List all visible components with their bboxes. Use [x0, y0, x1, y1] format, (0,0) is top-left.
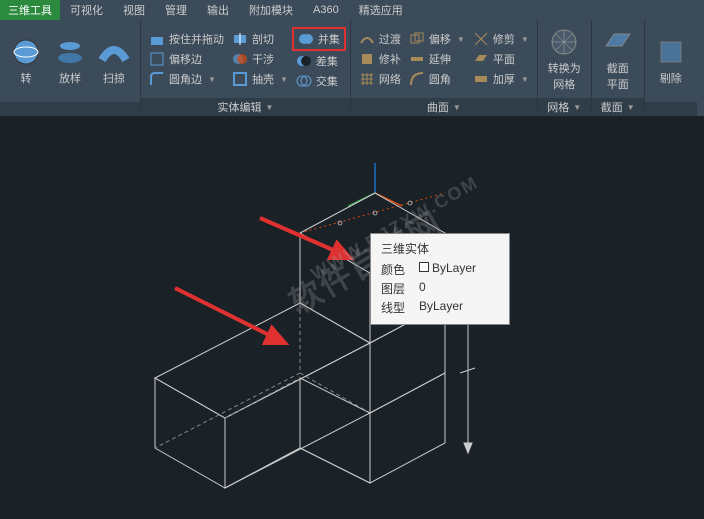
offset-button[interactable]: 偏移▼ — [405, 29, 469, 49]
subtract-icon — [296, 53, 312, 69]
chevron-down-icon: ▼ — [573, 103, 581, 112]
group-label: 截面▼ — [592, 98, 644, 116]
cull-button[interactable]: 剔除 — [649, 22, 693, 100]
offset-edge-button[interactable]: 偏移边 — [145, 49, 228, 69]
union-button[interactable]: 并集 — [292, 27, 346, 51]
extend-icon — [409, 51, 425, 67]
sweep-button[interactable]: 扫掠 — [92, 22, 136, 100]
group-label — [0, 102, 140, 116]
ribbon-group-section: 截面 平面 截面▼ — [592, 20, 645, 116]
patch-icon — [359, 51, 375, 67]
shell-icon — [232, 71, 248, 87]
presspull-icon — [149, 31, 165, 47]
union-icon — [298, 31, 314, 47]
ribbon: 转 放样 扫掠 按住并拖动 偏移边 圆角边▼ 剖切 干涉 抽壳▼ — [0, 20, 704, 117]
patch-button[interactable]: 修补 — [355, 49, 405, 69]
menu-tab[interactable]: 附加模块 — [239, 0, 303, 20]
menu-tab[interactable]: 管理 — [155, 0, 197, 20]
menu-tab[interactable]: A360 — [303, 2, 349, 18]
offset-icon — [409, 31, 425, 47]
convert-mesh-button[interactable]: 转换为 网格 — [542, 22, 587, 96]
planar-button[interactable]: 平面 — [469, 49, 533, 69]
section-plane-button[interactable]: 截面 平面 — [596, 22, 640, 96]
thicken-button[interactable]: 加厚▼ — [469, 69, 533, 89]
intersect-icon — [296, 73, 312, 89]
group-label: 网格▼ — [538, 98, 591, 116]
tooltip-color-value: ByLayer — [419, 261, 476, 278]
trim-button[interactable]: 修剪▼ — [469, 29, 533, 49]
viewport-3d[interactable]: 软件自学网 WWW.RJZXW.COM 三维实体 颜色 ByLayer 图层 0… — [0, 118, 704, 519]
fillet-edge-icon — [149, 71, 165, 87]
group-label — [645, 102, 697, 116]
annotation-arrow — [260, 218, 350, 258]
ribbon-group-cull: 剔除 — [645, 20, 697, 116]
thicken-icon — [473, 71, 489, 87]
tooltip-title: 三维实体 — [381, 240, 499, 257]
menu-tab-active[interactable]: 三维工具 — [0, 0, 60, 20]
offset-edge-icon — [149, 51, 165, 67]
menu-tab[interactable]: 精选应用 — [349, 0, 413, 20]
planar-icon — [473, 51, 489, 67]
interfere-button[interactable]: 干涉 — [228, 49, 292, 69]
tooltip-color-label: 颜色 — [381, 261, 411, 278]
ribbon-group-modeling: 转 放样 扫掠 — [0, 20, 141, 116]
fillet-edge-button[interactable]: 圆角边▼ — [145, 69, 228, 89]
tooltip-layer-value: 0 — [419, 280, 426, 297]
slice-icon — [232, 31, 248, 47]
menu-tab[interactable]: 输出 — [197, 0, 239, 20]
chevron-down-icon: ▼ — [453, 103, 461, 112]
chevron-down-icon: ▼ — [208, 75, 216, 84]
revolve-icon — [10, 36, 42, 68]
blend-button[interactable]: 过渡 — [355, 29, 405, 49]
sweep-icon — [98, 36, 130, 68]
ribbon-group-mesh: 转换为 网格 网格▼ — [538, 20, 592, 116]
menu-tab[interactable]: 视图 — [113, 0, 155, 20]
tooltip-linetype-label: 线型 — [381, 299, 411, 316]
extend-button[interactable]: 延伸 — [405, 49, 469, 69]
interfere-icon — [232, 51, 248, 67]
presspull-button[interactable]: 按住并拖动 — [145, 29, 228, 49]
chevron-down-icon: ▼ — [457, 35, 465, 44]
chevron-down-icon: ▼ — [627, 103, 635, 112]
group-label: 曲面▼ — [351, 98, 537, 116]
slice-button[interactable]: 剖切 — [228, 29, 292, 49]
menu-tab[interactable]: 可视化 — [60, 0, 113, 20]
mesh-icon — [548, 26, 580, 58]
fillet-icon — [409, 71, 425, 87]
cull-icon — [655, 36, 687, 68]
chevron-down-icon: ▼ — [280, 75, 288, 84]
tooltip-linetype-value: ByLayer — [419, 299, 463, 316]
section-icon — [602, 26, 634, 58]
revolve-button[interactable]: 转 — [4, 22, 48, 100]
chevron-down-icon: ▼ — [521, 75, 529, 84]
ucs-icon — [348, 163, 402, 206]
tooltip-layer-label: 图层 — [381, 280, 411, 297]
ribbon-group-solid-edit: 按住并拖动 偏移边 圆角边▼ 剖切 干涉 抽壳▼ 并集 差集 交集 实体编辑▼ — [141, 20, 351, 116]
chevron-down-icon: ▼ — [266, 103, 274, 112]
network-button[interactable]: 网络 — [355, 69, 405, 89]
color-swatch — [419, 262, 429, 272]
menu-bar: 三维工具 可视化 视图 管理 输出 附加模块 A360 精选应用 — [0, 0, 704, 20]
fillet-button[interactable]: 圆角 — [405, 69, 469, 89]
chevron-down-icon: ▼ — [521, 35, 529, 44]
group-label: 实体编辑▼ — [141, 98, 350, 116]
annotation-arrow — [175, 288, 285, 343]
properties-tooltip: 三维实体 颜色 ByLayer 图层 0 线型 ByLayer — [370, 233, 510, 325]
subtract-button[interactable]: 差集 — [292, 51, 346, 71]
loft-button[interactable]: 放样 — [48, 22, 92, 100]
wireframe-drawing — [0, 118, 704, 519]
blend-icon — [359, 31, 375, 47]
loft-icon — [54, 36, 86, 68]
intersect-button[interactable]: 交集 — [292, 71, 346, 91]
ribbon-group-surface: 过渡 修补 网络 偏移▼ 延伸 圆角 修剪▼ 平面 加厚▼ 曲面▼ — [351, 20, 538, 116]
shell-button[interactable]: 抽壳▼ — [228, 69, 292, 89]
trim-icon — [473, 31, 489, 47]
network-icon — [359, 71, 375, 87]
